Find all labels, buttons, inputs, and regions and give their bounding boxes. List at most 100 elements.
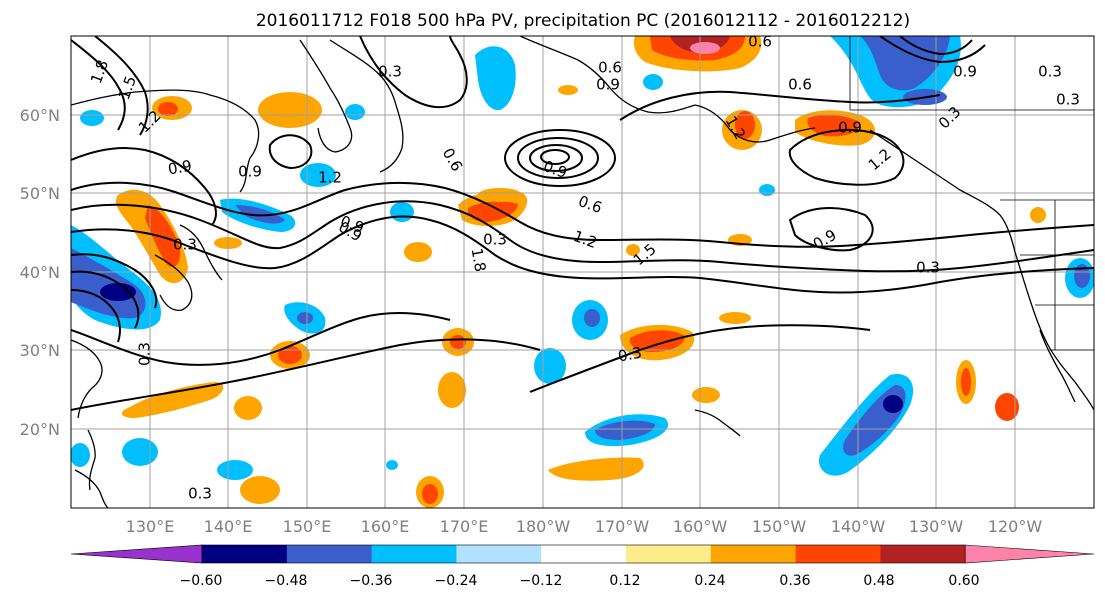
pos-blob-138e [121, 382, 224, 418]
pv-contour-west-lines-2 [71, 270, 140, 329]
colorbar-tick-label: −0.48 [265, 573, 308, 589]
lon-label: 140°E [204, 517, 253, 536]
pv-contour-top-left [71, 39, 126, 131]
colorbar-tick-label: 0.36 [779, 573, 810, 589]
colorbar-segment [880, 545, 966, 563]
coast-hawaii [694, 409, 741, 437]
lon-label: 160°W [673, 517, 728, 536]
pv-contour-south-arc [71, 338, 541, 411]
colorbar-segment [541, 545, 627, 563]
pv-contour-gulf-ring [788, 129, 905, 186]
pos-blob-alaska-coast-core [735, 111, 755, 139]
colorbar-tick-label: −0.60 [180, 573, 223, 589]
neg-blob-162e-south [386, 460, 398, 470]
neg-blob-185w [534, 348, 566, 384]
colorbar [70, 544, 1095, 564]
colorbar-extend-right [964, 544, 1095, 564]
pv-contour-label: 0.6 [748, 33, 772, 51]
coast-alaska-south [694, 104, 816, 143]
colorbar-tick-label: 0.60 [948, 573, 979, 589]
pv-contour-label: 0.9 [238, 163, 262, 181]
lon-label: 150°W [752, 517, 807, 536]
map-gridlines [71, 36, 1094, 508]
neg-blob-west-small [80, 110, 104, 126]
pv-contour-jet-2 [71, 215, 1094, 294]
coast-us-west [1014, 251, 1094, 411]
map-title: 2016011712 F018 500 hPa PV, precipitatio… [256, 11, 910, 31]
pv-contour-label: 0.3 [378, 63, 402, 81]
pos-blob-nw-core [158, 102, 178, 116]
colorbar-tick-label: −0.24 [435, 573, 478, 589]
pv-contour-label: 0.6 [788, 76, 812, 94]
pos-blob-170e-south-core [422, 484, 438, 504]
coast-alaska-west [519, 36, 696, 114]
neg-blob-138e-south [122, 438, 158, 466]
pv-contour-label: 0.3 [1056, 91, 1080, 109]
lat-label: 20°N [20, 420, 60, 439]
pv-contour-west-lines-3 [71, 289, 121, 343]
lat-label: 30°N [20, 341, 60, 360]
lat-label: 60°N [20, 106, 60, 125]
neg-blob-145e-south [217, 460, 253, 480]
neg-blob-northeast-mid [860, 36, 950, 91]
pv-contour-jet-3 [71, 181, 1094, 248]
pv-contour-label: 0.3 [916, 259, 940, 277]
pv-contour-west-outer [71, 311, 451, 366]
pos-blob-155w [692, 387, 720, 403]
colorbar-tick-label: 0.48 [863, 573, 894, 589]
coast-philippines [74, 469, 109, 508]
pv-contour-alaska-ridge [619, 90, 941, 121]
pv-contour-north-loop [359, 36, 468, 109]
lon-label: 170°W [595, 517, 650, 536]
pv-contour-label: 0.3 [188, 485, 212, 503]
pos-blob-east-small [1030, 207, 1046, 223]
pv-contour-west-wedge [71, 147, 217, 226]
pos-blob-170w-mid [626, 244, 640, 256]
lon-label: 180°W [516, 517, 571, 536]
pv-contour-northeast [879, 36, 986, 64]
pv-contour-low-ring-3 [529, 144, 583, 172]
coast-kamchatka [299, 39, 353, 153]
colorbar-tick-label: −0.12 [520, 573, 563, 589]
neg-blob-japan-mid [71, 248, 146, 319]
pos-blob-160w-north [558, 85, 578, 95]
pv-contour-label: 0.9 [953, 63, 977, 81]
colorbar-segment [371, 545, 457, 563]
lon-label: 170°E [440, 517, 489, 536]
neg-blob-165w-south-core [595, 420, 655, 440]
colorbar-segment [456, 545, 542, 563]
pv-contour-label: 0.3 [617, 344, 644, 366]
pv-contour-west-lines-1 [71, 253, 158, 309]
latitude-labels: 60°N 50°N 40°N 30°N 20°N [20, 106, 60, 439]
neg-blob-175w-mid [759, 184, 775, 196]
neg-blob-bering [300, 163, 336, 187]
map-frame [70, 35, 1095, 509]
pv-contour-label: 0.6 [598, 59, 622, 77]
neg-blob-central-small [390, 202, 414, 222]
neg-blob-subtrop-155e-core [297, 312, 313, 324]
colorbar-segment [286, 545, 373, 563]
pv-contour-label: 1.8 [468, 247, 490, 274]
colorbar-segment [626, 545, 712, 563]
pos-blob-165w-core [629, 330, 685, 352]
map-area: 1.81.51.20.30.9 0.60.90.31.21.80.60.9 0.3 1… [70, 33, 1095, 509]
neg-blob-aleutian [475, 46, 516, 111]
lat-label: 50°N [20, 184, 60, 203]
neg-blob-178w-core [584, 309, 600, 327]
pos-blob-155w-small [719, 312, 751, 324]
pos-blob-japan-core [145, 205, 181, 267]
lon-label: 130°W [909, 517, 964, 536]
pv-contour-label: 0.3 [173, 236, 197, 254]
pos-blob-175w-south [548, 457, 644, 481]
colorbar-outline [201, 544, 966, 564]
border-alaska-canada [849, 36, 1094, 111]
coast-china-east [71, 339, 103, 419]
pv-contour-label: 0.3 [1038, 63, 1062, 81]
pos-blob-central-small [404, 242, 432, 262]
pv-contour-label: 0.9 [838, 119, 862, 137]
colorbar-extend-left [70, 544, 203, 564]
pos-blob-115w [995, 393, 1019, 421]
pv-contour-low-ring-2 [517, 137, 599, 179]
coast-japan [154, 254, 193, 311]
